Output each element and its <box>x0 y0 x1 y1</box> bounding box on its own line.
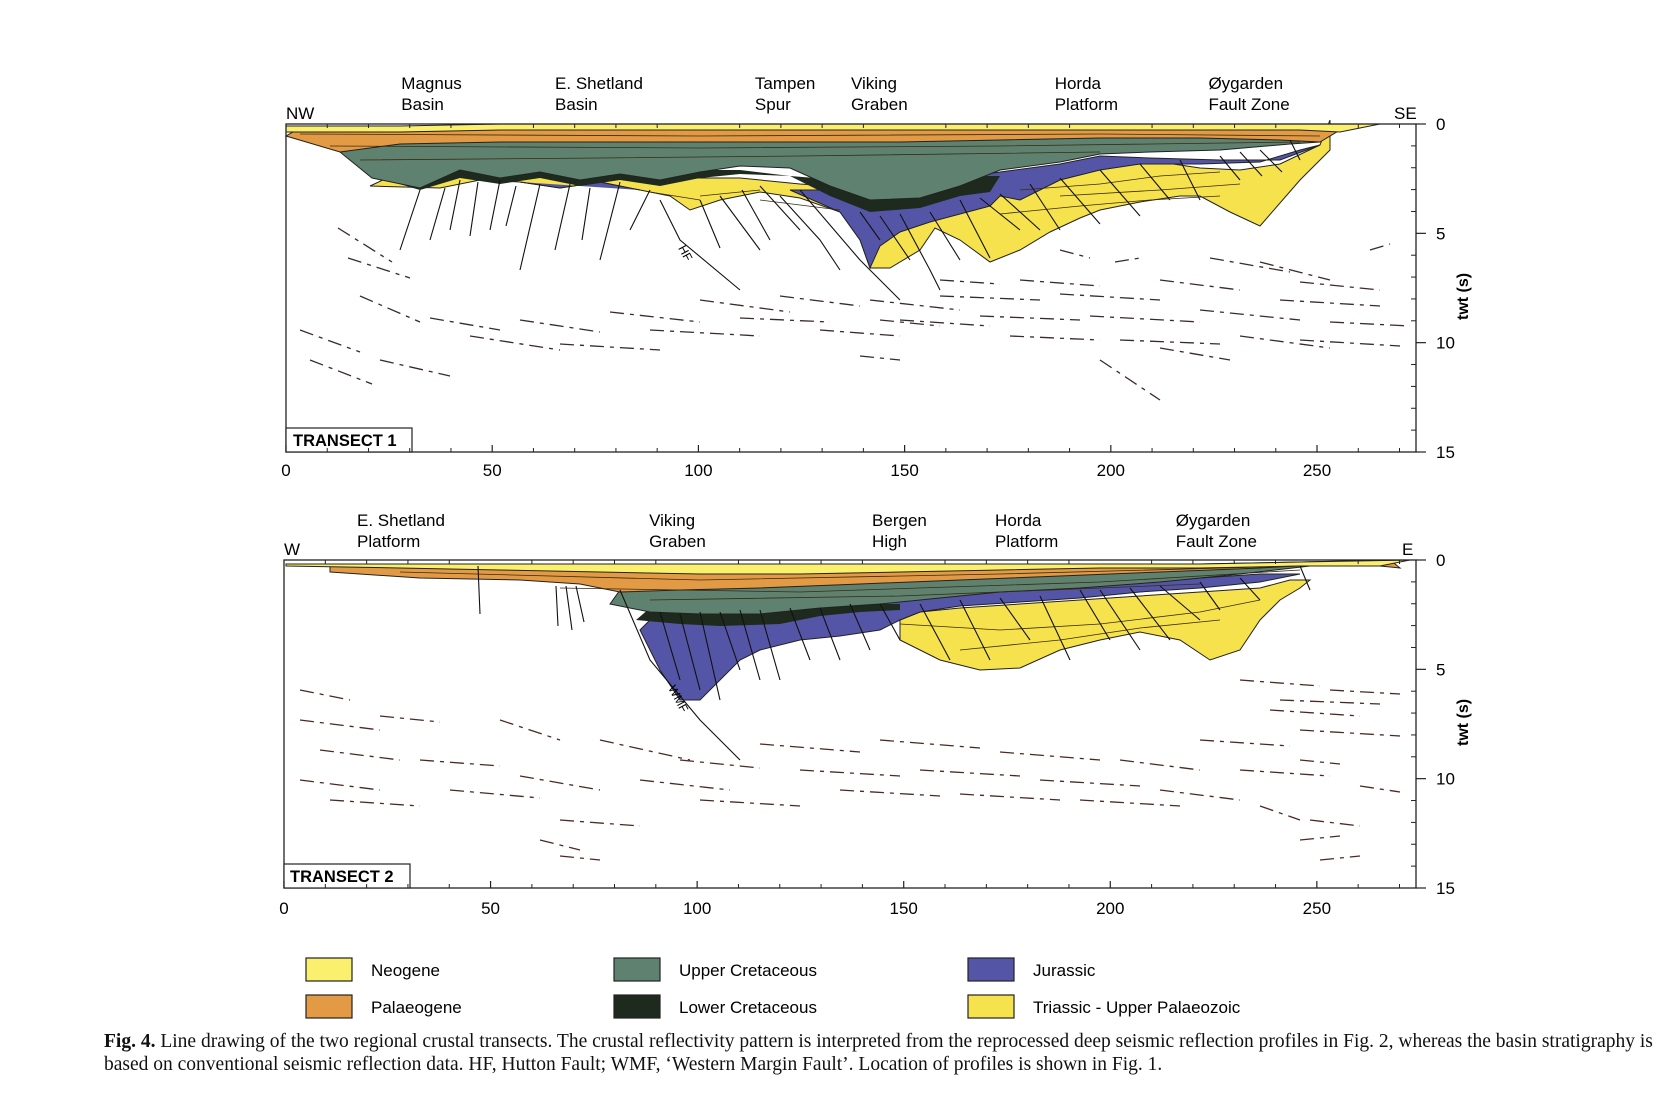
transect-2-faults <box>477 565 1311 761</box>
transect-1-label: TRANSECT 1 <box>293 432 397 450</box>
y-tick-label: 5 <box>1436 660 1445 679</box>
place-label-line1: Øygarden <box>1208 74 1283 93</box>
x-tick-label: 50 <box>481 899 500 918</box>
place-label-line1: Tampen <box>755 74 815 93</box>
place-label-line1: E. Shetland <box>357 511 445 530</box>
transect-2-panel: W E E. Shetland Platform Viking Graben Berge… <box>279 511 1472 918</box>
legend-swatch <box>613 994 661 1019</box>
place-label-line2: Fault Zone <box>1208 95 1289 114</box>
transect-2-label: TRANSECT 2 <box>290 868 394 886</box>
y-tick-label: 5 <box>1436 224 1445 243</box>
legend: Neogene Palaeogene Upper Cretaceous Lower C… <box>305 957 1241 1019</box>
caption-label: Fig. 4. <box>104 1031 156 1052</box>
place-label-line2: Platform <box>357 532 420 551</box>
y-tick-label: 15 <box>1436 443 1455 462</box>
x-tick-label: 50 <box>483 461 502 480</box>
transect-1-y-axis-label: twt (s) <box>1455 273 1472 320</box>
transect-1-place-labels: Magnus Basin E. Shetland Basin Tampen Spur Vik… <box>401 74 1289 114</box>
figure-caption: Fig. 4. Line drawing of the two regional… <box>104 1030 1664 1076</box>
place-label-line1: Viking <box>649 511 695 530</box>
x-tick-label: 0 <box>281 461 290 480</box>
x-tick-label: 200 <box>1097 461 1125 480</box>
place-label-line2: Graben <box>649 532 706 551</box>
caption-text: Line drawing of the two regional crustal… <box>104 1031 1653 1075</box>
place-label-line2: Fault Zone <box>1176 532 1257 551</box>
y-tick-label: 15 <box>1436 879 1455 898</box>
transect-2-frame <box>283 559 1417 889</box>
transect-1-lower-cretaceous-layer <box>372 166 1000 212</box>
transect-1-label-box <box>285 427 413 453</box>
place-label-line2: Platform <box>995 532 1058 551</box>
legend-label: Upper Cretaceous <box>679 961 817 980</box>
place-label-line2: Spur <box>755 95 791 114</box>
place-label-line2: Platform <box>1055 95 1118 114</box>
transect-2-neogene-layer <box>285 559 1411 575</box>
place-label-line1: Magnus <box>401 74 461 93</box>
legend-swatch <box>305 994 353 1019</box>
transect-1-panel: NW SE Magnus Basin E. Shetland Basin Tampen S… <box>281 74 1472 480</box>
legend-label: Jurassic <box>1033 961 1096 980</box>
place-label-line2: Basin <box>555 95 598 114</box>
legend-swatch <box>967 957 1015 982</box>
place-label-line1: Horda <box>1055 74 1102 93</box>
place-label-line1: Viking <box>851 74 897 93</box>
transect-2-y-axis-label: twt (s) <box>1455 699 1472 746</box>
transect-1-fault-label: HF <box>675 243 695 264</box>
y-tick-label: 0 <box>1436 551 1445 570</box>
x-tick-label: 250 <box>1303 461 1331 480</box>
x-tick-label: 0 <box>279 899 288 918</box>
legend-label: Neogene <box>371 961 440 980</box>
transect-2-deep-reflectors <box>299 679 1401 861</box>
x-tick-label: 200 <box>1096 899 1124 918</box>
x-tick-label: 150 <box>890 899 918 918</box>
y-tick-label: 10 <box>1436 770 1455 789</box>
transect-1-frame <box>285 123 1417 453</box>
transect-2-label-box <box>283 863 411 889</box>
place-label-line2: Graben <box>851 95 908 114</box>
x-tick-label: 250 <box>1303 899 1331 918</box>
place-label-line1: E. Shetland <box>555 74 643 93</box>
x-tick-label: 150 <box>890 461 918 480</box>
place-label-line2: Basin <box>401 95 444 114</box>
legend-label: Lower Cretaceous <box>679 998 817 1017</box>
place-label-line2: High <box>872 532 907 551</box>
transect-2-right-end: E <box>1402 540 1413 559</box>
place-label-line1: Øygarden <box>1176 511 1251 530</box>
x-tick-label: 100 <box>683 899 711 918</box>
place-label-line1: Bergen <box>872 511 927 530</box>
transect-1-x-axis: 0 50 100 150 200 250 <box>281 124 1401 480</box>
transect-2-x-axis: 0 50 100 150 200 250 <box>279 560 1400 918</box>
transect-1-deep-reflectors <box>299 227 1411 401</box>
x-tick-label: 100 <box>684 461 712 480</box>
legend-label: Triassic - Upper Palaeozoic <box>1033 998 1241 1017</box>
transect-1-faults <box>399 139 1301 301</box>
transect-2-triassic-layer <box>899 579 1312 671</box>
legend-swatch <box>613 957 661 982</box>
transect-1-y-axis: 0 5 10 15 <box>1411 115 1455 462</box>
transect-2-y-axis: 0 5 10 15 <box>1411 551 1455 898</box>
transect-2-left-end: W <box>284 540 300 559</box>
transect-1-bed-lines <box>299 133 1321 215</box>
legend-swatch <box>967 994 1015 1019</box>
place-label-line1: Horda <box>995 511 1042 530</box>
y-tick-label: 0 <box>1436 115 1445 134</box>
transect-1-right-end: SE <box>1394 104 1417 123</box>
legend-label: Palaeogene <box>371 998 462 1017</box>
y-tick-label: 10 <box>1436 334 1455 353</box>
legend-swatch <box>305 957 353 982</box>
transect-2-place-labels: E. Shetland Platform Viking Graben Bergen Hig… <box>357 511 1257 551</box>
transect-1-left-end: NW <box>286 104 314 123</box>
